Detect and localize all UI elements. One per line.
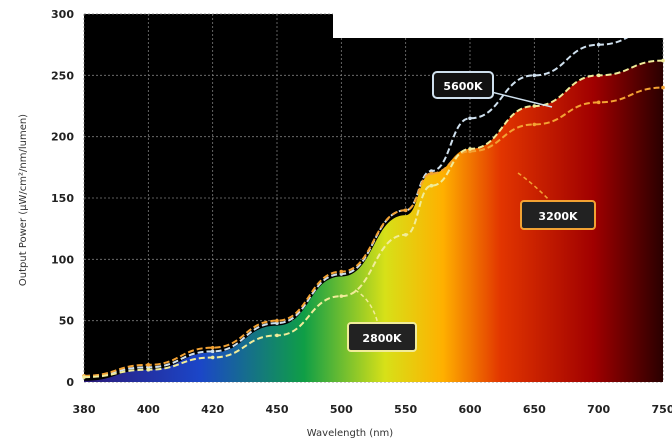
x-tick-label: 420: [201, 403, 224, 416]
y-axis-title: Output Power (μW/cm²/nm/lumen): [18, 114, 29, 286]
series-point-2800k: [403, 233, 408, 237]
callout-3200k-leader: [517, 172, 553, 204]
spectrum-fill: [84, 60, 663, 382]
series-point-2800k: [468, 147, 472, 151]
x-tick-label: 550: [394, 403, 417, 416]
series-point-3200k: [596, 100, 601, 105]
series-lines: [82, 24, 665, 379]
series-point-5600k: [596, 42, 601, 47]
callout-3200k-label: 3200K: [538, 210, 578, 223]
callout-3200k-box: [520, 200, 596, 230]
series-point-2800k: [210, 355, 215, 360]
y-tick-label: 50: [59, 315, 75, 328]
x-tick-label: 700: [587, 403, 610, 416]
series-point-2800k: [82, 375, 86, 379]
y-tick-label: 250: [51, 69, 74, 82]
y-tick-label: 300: [51, 8, 74, 21]
series-point-2800k: [596, 73, 601, 78]
series-point-3200k: [532, 122, 537, 127]
series-point-5600k: [468, 116, 472, 121]
top-white-patch: [333, 8, 672, 38]
series-line-3200k: [83, 86, 664, 377]
callout-2800k-label: 2800K: [362, 332, 402, 345]
series-point-5600k: [210, 349, 215, 354]
x-axis-title: Wavelength (nm): [307, 428, 393, 439]
series-point-2800k: [146, 367, 151, 372]
callout-5600k-label: 5600K: [443, 80, 483, 93]
callout-2800k-box: [347, 322, 417, 352]
x-tick-label: 600: [459, 403, 482, 416]
series-point-3200k: [661, 85, 665, 90]
series-point-3200k: [429, 171, 434, 176]
x-tick-labels: 380 400 420 450 500 550 600 650 700 750: [73, 403, 672, 416]
y-tick-labels: 0 50 100 150 200 250 300: [51, 8, 74, 389]
x-tick-label: 650: [523, 403, 546, 416]
series-line-2800k: [83, 59, 664, 379]
series-point-3200k: [210, 345, 215, 350]
series-point-2800k: [429, 183, 434, 188]
series-point-2800k: [532, 104, 537, 108]
series-point-2800k: [661, 58, 665, 63]
series-point-3200k: [275, 318, 279, 323]
x-tick-label: 400: [137, 403, 160, 416]
y-tick-label: 150: [51, 192, 74, 205]
series-line-5600k: [83, 25, 664, 377]
series-point-3200k: [339, 269, 344, 274]
series-point-3200k: [146, 363, 151, 367]
y-tick-label: 0: [66, 376, 74, 389]
y-tick-label: 100: [51, 253, 74, 266]
x-tick-label: 380: [73, 403, 96, 416]
callout-5600k: 5600K: [432, 71, 553, 108]
callout-2800k: 2800K: [347, 289, 417, 352]
callout-3200k: 3200K: [517, 172, 596, 230]
series-point-2800k: [275, 333, 279, 338]
x-tick-label: 500: [330, 403, 353, 416]
x-tick-label: 450: [266, 403, 289, 416]
callout-5600k-box: [432, 71, 494, 99]
y-tick-label: 200: [51, 131, 74, 144]
callout-2800k-leader: [354, 289, 379, 325]
series-point-3200k: [403, 208, 408, 213]
series-point-2800k: [339, 294, 344, 298]
x-tick-label: 750: [652, 403, 672, 416]
series-point-5600k: [532, 73, 537, 78]
